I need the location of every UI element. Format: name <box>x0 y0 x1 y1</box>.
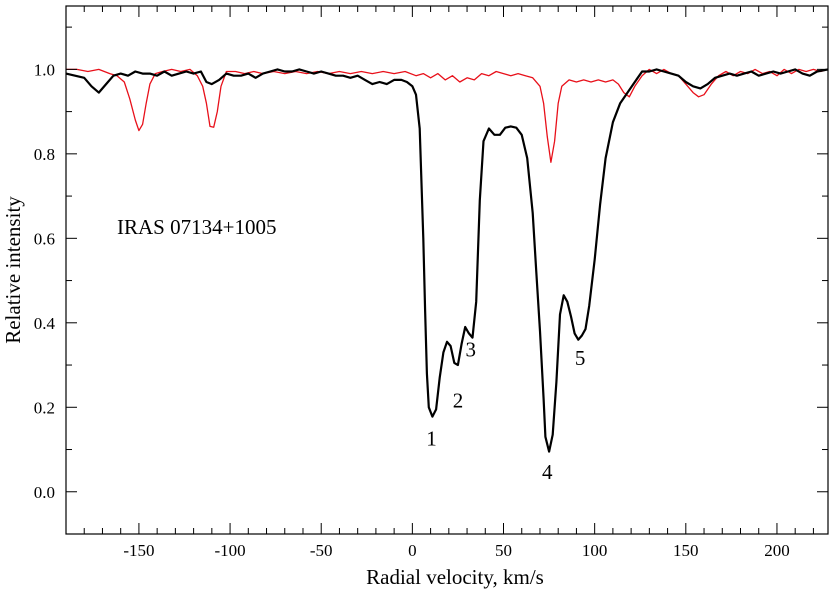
y-tick-label: 0.0 <box>34 483 55 502</box>
x-tick-label: 150 <box>673 541 699 560</box>
peak-label-5: 5 <box>575 346 586 370</box>
x-tick-label: -50 <box>310 541 333 560</box>
y-axis-title: Relative intensity <box>1 196 25 344</box>
series-layer <box>65 68 829 453</box>
x-tick-label: 200 <box>764 541 790 560</box>
x-tick-label: 100 <box>582 541 608 560</box>
x-tick-label: 0 <box>408 541 417 560</box>
y-tick-label: 0.4 <box>34 314 56 333</box>
x-tick-label: -100 <box>214 541 245 560</box>
series-line-red <box>66 68 829 163</box>
y-tick-label: 0.6 <box>34 229 55 248</box>
peak-label-1: 1 <box>426 426 437 450</box>
plot-frame <box>65 5 829 535</box>
chart-annotation: IRAS 07134+1005 <box>117 215 276 239</box>
x-axis-title: Radial velocity, km/s <box>366 565 544 589</box>
peak-label-4: 4 <box>542 460 553 484</box>
peak-label-2: 2 <box>453 388 464 412</box>
y-tick-label: 1.0 <box>34 60 55 79</box>
ticks-layer <box>65 6 828 535</box>
labels-layer: -150 -100 -50 0 50 100 150 200 0.0 0.2 0.4 0.6 0.8 1.… <box>34 60 790 560</box>
y-tick-label: 0.8 <box>34 145 55 164</box>
x-tick-label: 50 <box>495 541 512 560</box>
peak-label-3: 3 <box>465 338 476 362</box>
x-tick-label: -150 <box>123 541 154 560</box>
y-tick-label: 0.2 <box>34 398 55 417</box>
series-line-black <box>65 68 829 453</box>
